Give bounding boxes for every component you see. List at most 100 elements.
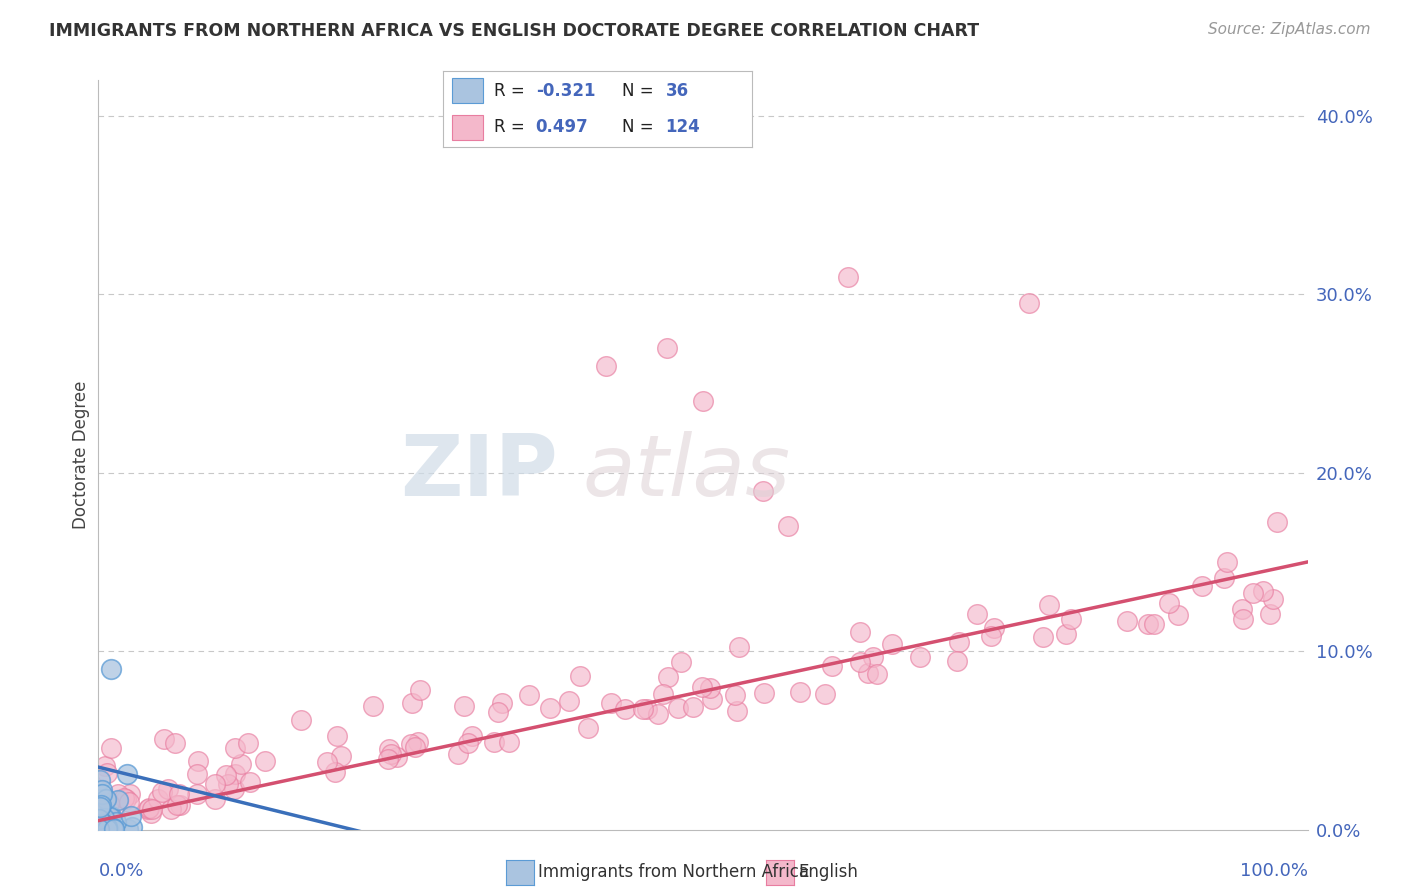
Point xyxy=(89,813,111,827)
Point xyxy=(107,792,129,806)
Point xyxy=(138,801,160,815)
Point xyxy=(90,783,112,797)
Point xyxy=(728,640,751,655)
Point xyxy=(96,822,118,836)
Point xyxy=(1143,616,1166,631)
Point xyxy=(98,798,121,813)
Point xyxy=(89,802,111,816)
Point xyxy=(1136,617,1159,632)
Point xyxy=(491,696,513,710)
Point xyxy=(862,649,884,664)
Text: 0.497: 0.497 xyxy=(536,118,589,136)
Point xyxy=(866,666,889,681)
Point xyxy=(409,683,432,698)
Point xyxy=(482,735,505,749)
Point xyxy=(91,818,114,832)
Point xyxy=(669,655,692,669)
Point xyxy=(1260,607,1282,621)
Point xyxy=(169,797,191,812)
Point xyxy=(631,702,654,716)
Point xyxy=(725,704,748,718)
Point xyxy=(94,818,117,832)
Point xyxy=(90,820,112,834)
Point xyxy=(363,699,385,714)
Point xyxy=(1230,602,1253,616)
Point xyxy=(614,702,637,716)
Point xyxy=(96,820,118,834)
Point xyxy=(93,811,115,825)
Point xyxy=(558,694,581,708)
Point xyxy=(167,787,190,801)
Point xyxy=(87,822,110,836)
Point xyxy=(117,822,139,836)
Point xyxy=(1241,586,1264,600)
Point xyxy=(186,787,208,801)
Point xyxy=(186,766,208,780)
Point xyxy=(89,800,111,814)
Point xyxy=(385,749,408,764)
Point xyxy=(239,774,262,789)
Point xyxy=(1115,614,1137,628)
Text: R =: R = xyxy=(494,82,530,100)
Point xyxy=(87,817,110,831)
Point xyxy=(858,666,880,681)
Point xyxy=(666,701,689,715)
Text: atlas: atlas xyxy=(582,431,790,515)
Point xyxy=(94,759,117,773)
Point xyxy=(399,737,422,751)
Point xyxy=(141,802,163,816)
Point xyxy=(152,785,174,799)
Point xyxy=(141,805,163,820)
Point xyxy=(136,802,159,816)
Point xyxy=(323,764,346,779)
Point xyxy=(93,817,115,831)
Point xyxy=(120,787,142,801)
Point xyxy=(204,777,226,791)
Point xyxy=(651,687,673,701)
Point xyxy=(107,787,129,801)
Point xyxy=(600,696,623,710)
Point xyxy=(224,766,246,780)
Point xyxy=(100,662,122,676)
Text: R =: R = xyxy=(494,118,536,136)
Point xyxy=(848,655,870,669)
Text: N =: N = xyxy=(623,118,659,136)
Point xyxy=(699,681,721,695)
Bar xyxy=(453,78,484,103)
Point xyxy=(647,706,669,721)
Point xyxy=(120,808,142,822)
Point xyxy=(655,341,678,355)
Point xyxy=(96,816,118,830)
Point xyxy=(447,747,470,761)
Bar xyxy=(453,114,484,140)
Point xyxy=(100,741,122,756)
Point xyxy=(231,757,253,772)
Text: -0.321: -0.321 xyxy=(536,82,595,100)
Text: 0.0%: 0.0% xyxy=(98,862,143,880)
Text: IMMIGRANTS FROM NORTHERN AFRICA VS ENGLISH DOCTORATE DEGREE CORRELATION CHART: IMMIGRANTS FROM NORTHERN AFRICA VS ENGLI… xyxy=(49,22,980,40)
Point xyxy=(814,687,837,701)
Point xyxy=(966,607,988,621)
Point xyxy=(87,822,110,836)
Text: 100.0%: 100.0% xyxy=(1240,862,1308,880)
Point xyxy=(1054,627,1077,641)
Point xyxy=(98,810,121,824)
Point xyxy=(1031,630,1053,644)
Point xyxy=(115,792,138,806)
Point xyxy=(595,359,617,373)
Point xyxy=(486,706,509,720)
Text: 36: 36 xyxy=(665,82,689,100)
Point xyxy=(1159,596,1181,610)
Point xyxy=(1018,296,1040,310)
Point xyxy=(103,822,125,836)
Point xyxy=(96,766,118,780)
Point xyxy=(1167,607,1189,622)
Point xyxy=(700,691,723,706)
Point xyxy=(1038,599,1060,613)
Text: Source: ZipAtlas.com: Source: ZipAtlas.com xyxy=(1208,22,1371,37)
Text: Immigrants from Northern Africa: Immigrants from Northern Africa xyxy=(538,863,810,881)
Point xyxy=(849,625,872,640)
Point xyxy=(821,658,844,673)
Point xyxy=(880,637,903,651)
Point xyxy=(657,670,679,684)
